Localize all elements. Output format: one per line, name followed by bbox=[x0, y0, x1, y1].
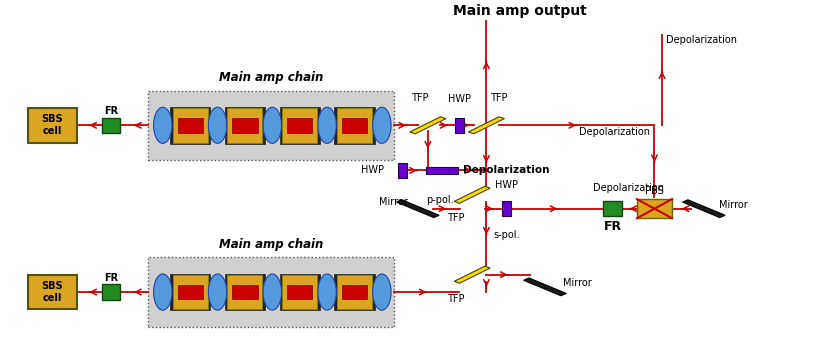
Text: PBS: PBS bbox=[645, 186, 664, 197]
Text: Main amp chain: Main amp chain bbox=[219, 71, 323, 84]
Bar bbox=[227, 275, 263, 309]
Text: p-pol.: p-pol. bbox=[426, 194, 454, 204]
Ellipse shape bbox=[318, 107, 336, 143]
Bar bbox=[102, 284, 120, 300]
Bar bbox=[173, 275, 208, 309]
Bar bbox=[341, 118, 367, 132]
Bar bbox=[170, 274, 211, 310]
Bar bbox=[337, 108, 372, 143]
Bar bbox=[232, 118, 258, 132]
Ellipse shape bbox=[154, 274, 172, 310]
Polygon shape bbox=[410, 117, 446, 134]
Bar bbox=[337, 275, 372, 309]
Bar bbox=[29, 275, 76, 309]
Ellipse shape bbox=[318, 274, 336, 310]
Text: TFP: TFP bbox=[446, 213, 464, 223]
Bar bbox=[282, 108, 317, 143]
Text: Depolarization: Depolarization bbox=[666, 35, 737, 45]
Bar bbox=[335, 274, 374, 310]
Text: HWP: HWP bbox=[495, 179, 518, 190]
Ellipse shape bbox=[263, 107, 282, 143]
Bar bbox=[178, 285, 203, 299]
Bar bbox=[227, 108, 263, 143]
Bar bbox=[279, 274, 320, 310]
Bar bbox=[341, 285, 367, 299]
Text: Depolarization: Depolarization bbox=[463, 166, 550, 176]
Bar bbox=[502, 201, 511, 216]
Polygon shape bbox=[397, 200, 439, 218]
Polygon shape bbox=[524, 278, 566, 296]
Bar bbox=[232, 285, 258, 299]
Text: TFP: TFP bbox=[446, 294, 464, 304]
Text: SBS
cell: SBS cell bbox=[42, 115, 63, 136]
Bar bbox=[29, 108, 76, 143]
Text: Mirror: Mirror bbox=[563, 278, 592, 288]
Text: SBS
cell: SBS cell bbox=[42, 281, 63, 303]
Bar bbox=[279, 107, 320, 144]
Bar bbox=[287, 285, 312, 299]
Bar bbox=[603, 201, 622, 216]
Text: Main amp output: Main amp output bbox=[453, 4, 586, 17]
Text: HWP: HWP bbox=[362, 166, 384, 176]
Text: Mirror: Mirror bbox=[379, 198, 408, 208]
Bar bbox=[426, 167, 458, 174]
Bar bbox=[282, 275, 317, 309]
Bar bbox=[173, 108, 208, 143]
Ellipse shape bbox=[208, 107, 227, 143]
Text: Mirror: Mirror bbox=[719, 200, 748, 210]
Polygon shape bbox=[454, 186, 490, 203]
Bar bbox=[335, 107, 374, 144]
Bar bbox=[455, 118, 464, 132]
Bar bbox=[178, 118, 203, 132]
Text: FR: FR bbox=[603, 220, 622, 234]
Bar bbox=[225, 107, 265, 144]
Text: FR: FR bbox=[104, 106, 118, 116]
Polygon shape bbox=[468, 117, 504, 134]
Text: Depolarization: Depolarization bbox=[593, 183, 664, 193]
FancyBboxPatch shape bbox=[148, 257, 394, 327]
Bar bbox=[170, 107, 211, 144]
Polygon shape bbox=[454, 266, 490, 283]
Text: s-pol.: s-pol. bbox=[493, 230, 519, 240]
Bar bbox=[637, 199, 672, 218]
Bar bbox=[225, 274, 265, 310]
Text: Depolarization: Depolarization bbox=[579, 127, 650, 137]
Text: TFP: TFP bbox=[411, 93, 428, 103]
Text: FR: FR bbox=[104, 273, 118, 283]
Polygon shape bbox=[682, 200, 725, 218]
Bar bbox=[399, 163, 408, 178]
Ellipse shape bbox=[208, 274, 227, 310]
Text: Main amp chain: Main amp chain bbox=[219, 238, 323, 251]
Text: HWP: HWP bbox=[448, 94, 472, 104]
Ellipse shape bbox=[373, 274, 391, 310]
Text: TFP: TFP bbox=[490, 93, 508, 103]
Bar bbox=[102, 117, 120, 133]
Ellipse shape bbox=[373, 107, 391, 143]
Bar bbox=[287, 118, 312, 132]
FancyBboxPatch shape bbox=[148, 90, 394, 160]
Ellipse shape bbox=[154, 107, 172, 143]
Ellipse shape bbox=[263, 274, 282, 310]
